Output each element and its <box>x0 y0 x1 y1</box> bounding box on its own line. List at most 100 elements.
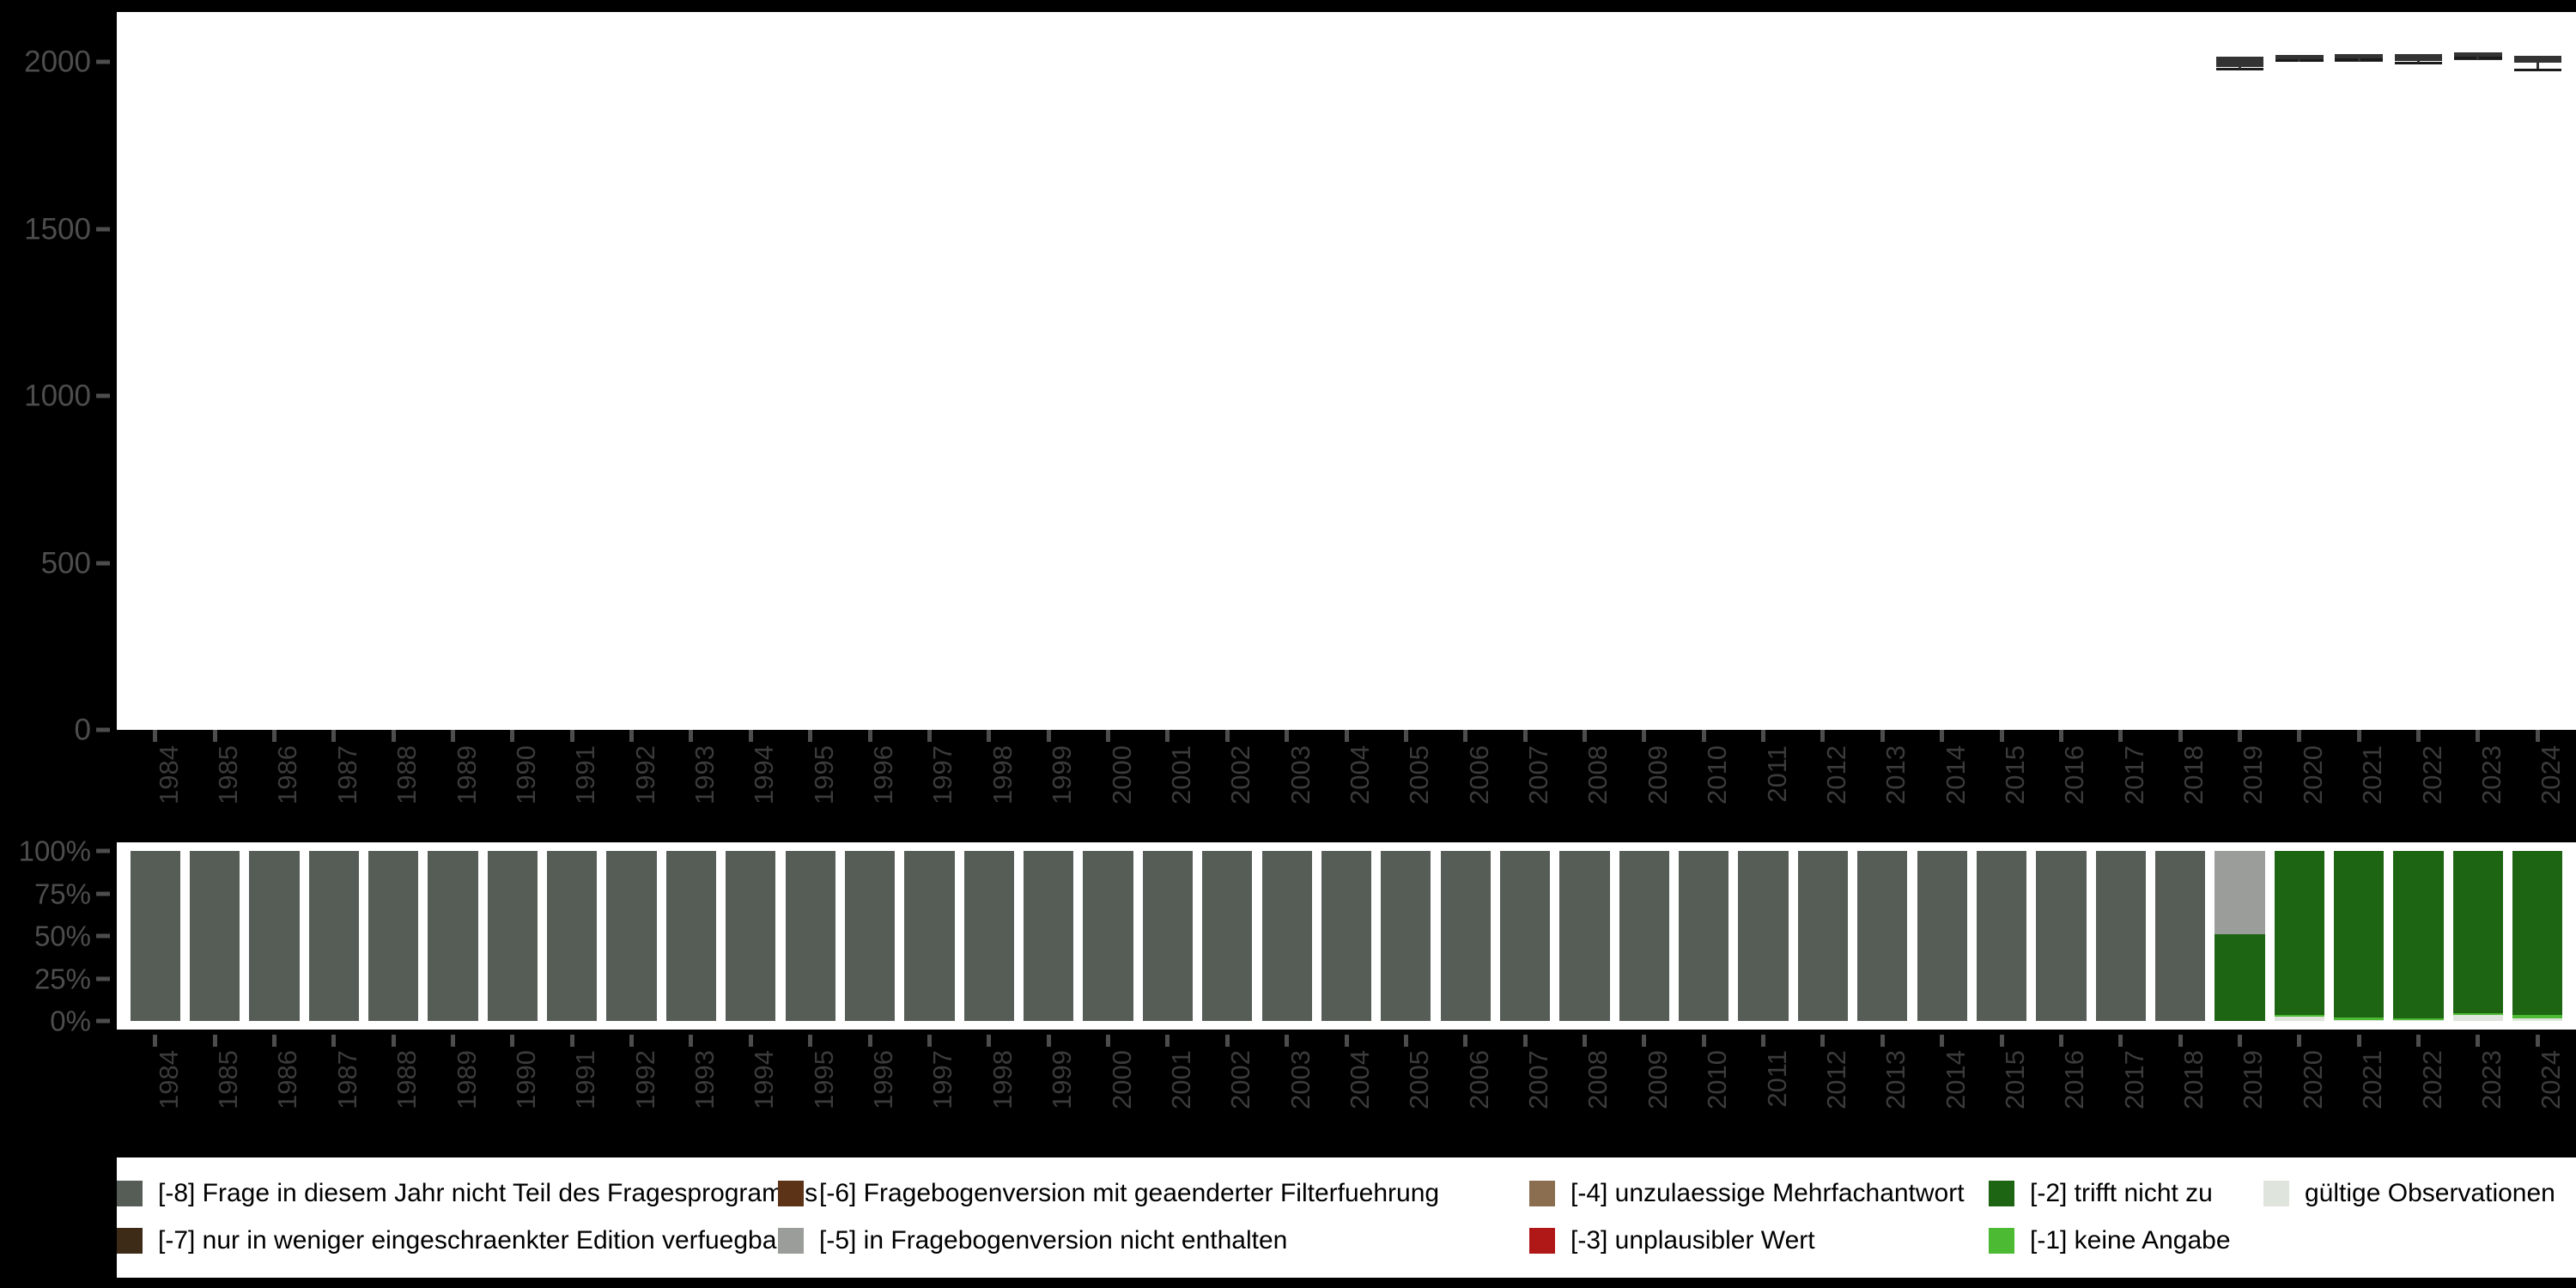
percent-stack-segment-m8 <box>665 851 717 1021</box>
percent-stack-segment-m2 <box>2393 851 2444 1019</box>
legend-item[interactable]: [-8] Frage in diesem Jahr nicht Teil des… <box>117 1170 817 1217</box>
counts-x-tick-label: 1985 <box>213 745 244 805</box>
legend-item-label: [-4] unzulaessige Mehrfachantwort <box>1571 1178 1965 1207</box>
percent-x-tick-mark <box>2476 1035 2481 1047</box>
legend-item[interactable]: [-4] unzulaessige Mehrfachantwort <box>1529 1170 1965 1217</box>
counts-x-tick-label: 2001 <box>1165 745 1196 805</box>
counts-x-tick-label: 2023 <box>2476 745 2506 805</box>
legend-item-label: gültige Observationen <box>2305 1178 2555 1207</box>
counts-x-tick-label: 1988 <box>392 745 422 805</box>
percent-stack-column <box>726 851 776 1021</box>
percent-stack-segment-m2 <box>2512 851 2563 1016</box>
counts-x-tick-mark <box>271 730 276 742</box>
percent-stack-column <box>1083 851 1133 1021</box>
counts-x-tick-mark <box>2297 730 2302 742</box>
legend-item-label: [-7] nur in weniger eingeschraenkter Edi… <box>158 1225 786 1255</box>
percent-stack-column <box>547 851 598 1021</box>
percent-stack-segment-m8 <box>1619 851 1669 1021</box>
counts-x-tick-label: 2024 <box>2536 745 2567 805</box>
counts-x-tick-mark <box>1761 730 1766 742</box>
percent-stack-segment-m8 <box>1738 851 1789 1021</box>
percent-stack-segment-m1 <box>2452 1013 2504 1015</box>
box-median-line <box>2215 68 2264 71</box>
legend-item-label: [-5] in Fragebogenversion nicht enthalte… <box>819 1225 1288 1255</box>
legend-item[interactable]: [-2] trifft nicht zu <box>1989 1170 2213 1217</box>
percent-x-tick-label: 2021 <box>2357 1050 2388 1109</box>
counts-x-tick-label: 2012 <box>1820 745 1851 805</box>
percent-x-tick-label: 1999 <box>1047 1050 1078 1109</box>
percent-x-tick-label: 2015 <box>2000 1050 2031 1109</box>
percent-x-tick-label: 1996 <box>868 1050 899 1109</box>
counts-x-tick-mark <box>1106 730 1111 742</box>
percent-x-tick-label: 2000 <box>1106 1050 1137 1109</box>
counts-y-tick-label: 0 <box>74 713 91 747</box>
percent-x-tick-mark <box>212 1035 217 1047</box>
counts-x-tick-mark <box>2178 730 2183 742</box>
percent-x-tick-label: 1990 <box>510 1050 541 1109</box>
percent-x-tick-mark <box>1463 1035 1468 1047</box>
percent-stack-column <box>2512 851 2563 1021</box>
percent-x-tick-label: 2010 <box>1702 1050 1733 1109</box>
percent-stack-segment-m8 <box>189 851 240 1021</box>
count-box-marker <box>2275 12 2324 730</box>
percent-stack-segment-m8 <box>1440 851 1491 1021</box>
percent-stack-column <box>1917 851 1967 1021</box>
percent-stack-column <box>2274 851 2324 1021</box>
legend-item[interactable]: [-3] unplausibler Wert <box>1529 1217 1815 1264</box>
percent-y-axis: 0% 25% 50% 75% 100% <box>0 837 110 1036</box>
percent-stack-segment-m1 <box>2512 1015 2563 1019</box>
percent-y-tick-label: 75% <box>33 878 91 909</box>
percent-stack-column <box>785 851 835 1021</box>
percent-x-tick-mark <box>2118 1035 2123 1047</box>
percent-stack-segment-m2 <box>2215 934 2265 1021</box>
percent-y-tick-mark <box>96 933 110 939</box>
percent-stack-segment-m8 <box>249 851 300 1021</box>
counts-x-tick-mark <box>2416 730 2421 742</box>
legend-item[interactable]: [-6] Fragebogenversion mit geaenderter F… <box>778 1170 1439 1217</box>
percent-stack-segment-m8 <box>1024 851 1074 1021</box>
percent-y-tick-mark <box>96 976 110 981</box>
counts-x-tick-label: 2000 <box>1106 745 1137 805</box>
percent-stack-segment-m8 <box>130 851 180 1021</box>
counts-y-tick-mark <box>96 393 110 398</box>
legend-item[interactable]: [-7] nur in weniger eingeschraenkter Edi… <box>117 1217 785 1264</box>
percent-x-tick-mark <box>689 1035 694 1047</box>
counts-y-tick-mark <box>96 727 110 732</box>
count-box-marker <box>2454 12 2502 730</box>
percent-x-tick-label: 2007 <box>1523 1050 1554 1109</box>
percent-stack-segment-m8 <box>1559 851 1610 1021</box>
counts-x-tick-label: 2002 <box>1225 745 1256 805</box>
percent-x-axis: 1984 1985 1986 1987 1988 1989 1990 1991 1992 1993… <box>117 1035 2576 1129</box>
percent-stack-column <box>189 851 240 1021</box>
percent-x-tick-label: 1991 <box>570 1050 601 1109</box>
legend-item[interactable]: [-1] keine Angabe <box>1989 1217 2231 1264</box>
counts-x-tick-mark <box>1940 730 1945 742</box>
percent-stack-column <box>1679 851 1729 1021</box>
percent-stack-segment-m8 <box>1976 851 2027 1021</box>
legend-item[interactable]: gültige Observationen <box>2263 1170 2555 1217</box>
percent-x-tick-label: 1998 <box>987 1050 1018 1109</box>
percent-stack-column <box>1261 851 1312 1021</box>
counts-x-tick-label: 1994 <box>749 745 780 805</box>
box-body <box>2394 53 2443 62</box>
counts-x-tick-label: 2004 <box>1345 745 1375 805</box>
percent-x-tick-mark <box>987 1035 992 1047</box>
counts-x-tick-label: 1991 <box>570 745 601 805</box>
counts-x-tick-mark <box>808 730 813 742</box>
percent-x-tick-mark <box>2058 1035 2063 1047</box>
percent-x-tick-label: 1992 <box>629 1050 660 1109</box>
counts-x-tick-mark <box>748 730 753 742</box>
percent-y-tick-mark <box>96 848 110 854</box>
percent-x-tick-mark <box>1403 1035 1408 1047</box>
legend-row: [-7] nur in weniger eingeschraenkter Edi… <box>117 1217 2576 1264</box>
percent-stack-segment-m8 <box>1499 851 1551 1021</box>
percent-stack-segment-m8 <box>1679 851 1729 1021</box>
counts-x-tick-mark <box>451 730 455 742</box>
counts-x-tick-mark <box>2535 730 2540 742</box>
counts-x-tick-mark <box>1403 730 1408 742</box>
percent-x-tick-label: 2003 <box>1285 1050 1315 1109</box>
percent-x-tick-label: 2019 <box>2238 1050 2269 1109</box>
percent-stack-segment-m8 <box>785 851 835 1021</box>
legend-item[interactable]: [-5] in Fragebogenversion nicht enthalte… <box>778 1217 1287 1264</box>
counts-x-tick-mark <box>569 730 574 742</box>
